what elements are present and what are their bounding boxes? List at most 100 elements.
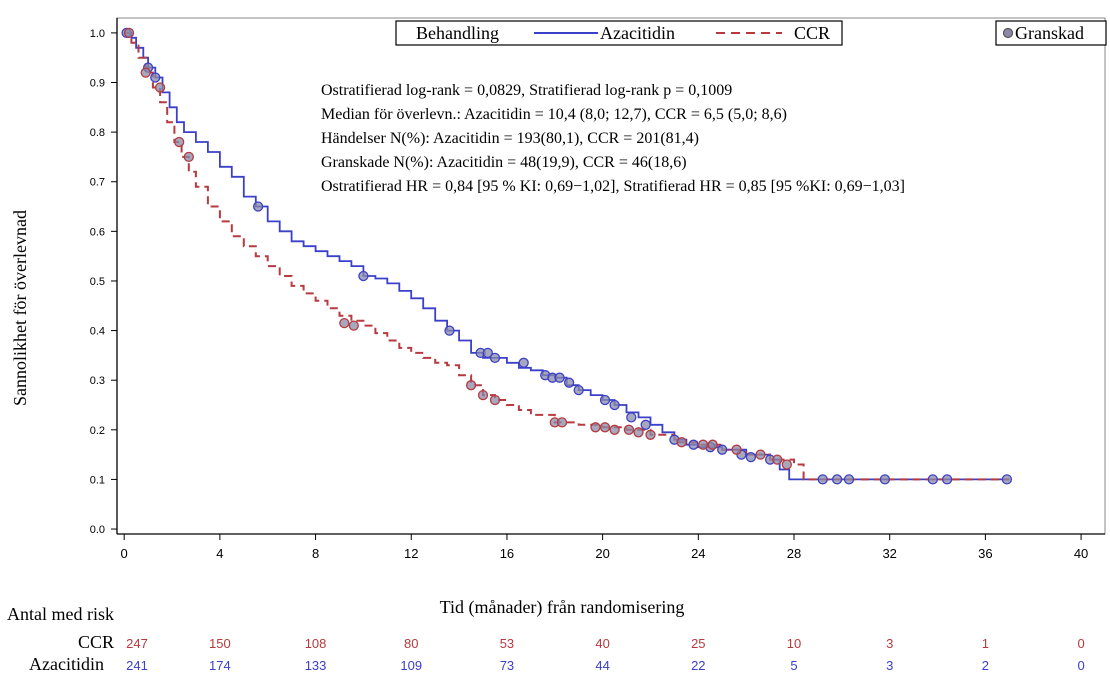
risk-value-azacitidin: 0 [1077,658,1084,673]
ccr-censor-marker [645,429,656,440]
azacitidin-censor-marker [358,270,369,282]
legend-censored-label: Granskad [1015,23,1084,43]
risk-value-ccr: 10 [787,636,801,651]
risk-value-azacitidin: 109 [400,658,422,673]
y-axis-ticks: 0.0 0.1 0.2 0.3 0.4 0.5 0.6 0.7 0.8 0.9 1.0 [90,28,117,536]
ccr-censor-marker [755,449,766,460]
ccr-censor-marker [123,27,135,39]
ccr-censor-marker [465,380,477,391]
ccr-survival-curve [124,31,1010,481]
azacitidin-censor-marker [626,412,637,423]
ccr-censor-marker [633,427,644,438]
y-tick-label: 0.3 [90,375,105,387]
azacitidin-censor-marker [609,399,620,411]
risk-value-ccr: 3 [886,636,893,651]
x-tick-label: 32 [882,546,896,561]
ccr-censor-marker [781,459,792,470]
ccr-censor-marker [140,67,151,78]
ccr-censor-marker [590,422,601,433]
stats-line: Median för överlevn.: Azacitidin = 10,4 … [321,106,787,123]
legend-title: Behandling [416,23,499,43]
legend-censored-marker [1002,27,1014,39]
y-tick-label: 0.8 [90,127,105,139]
censor-markers [121,27,1013,485]
ccr-censor-marker [707,439,718,450]
azacitidin-censor-marker [843,474,855,485]
risk-value-azacitidin: 5 [790,658,797,673]
ccr-censor-marker [183,151,194,163]
azacitidin-censor-marker [879,474,891,485]
y-axis-title: Sannolikhet för överlevnad [10,210,30,406]
risk-table: Antal med risk CCR Azacitidin 247 150 108 8… [7,604,1085,674]
risk-value-azacitidin: 73 [500,658,514,673]
ccr-censor-marker [599,422,611,433]
legend-ccr-label: CCR [794,23,830,43]
x-tick-label: 0 [121,546,128,561]
statistics-block: Ostratifierad log-rank = 0,0829, Stratif… [321,82,905,195]
ccr-censor-marker [477,389,489,401]
y-tick-label: 0.6 [90,226,105,238]
y-tick-label: 0.9 [90,78,105,90]
y-tick-label: 0.1 [90,474,105,486]
y-tick-label: 0.0 [90,524,105,536]
azacitidin-censor-marker [599,394,611,406]
azacitidin-censor-marker [817,474,828,485]
x-axis-ticks: 0 4 8 12 16 20 24 28 32 36 40 [121,534,1088,561]
azacitidin-censor-marker [518,357,529,368]
x-tick-label: 8 [312,546,319,561]
stats-line: Ostratifierad log-rank = 0,0829, Stratif… [321,82,732,99]
ccr-censor-marker [489,394,501,406]
stats-line: Ostratifierad HR = 0,84 [95 % KI: 0,69−1… [321,178,905,195]
ccr-censor-marker [339,317,350,329]
azacitidin-censor-marker [717,444,728,455]
ccr-censor-marker [348,320,359,331]
stats-line: Händelser N(%): Azacitidin = 193(80,1), … [321,130,699,147]
risk-value-azacitidin: 133 [305,658,327,673]
risk-value-ccr: 150 [209,636,231,651]
legend-box [395,20,843,46]
x-tick-label: 24 [691,546,705,561]
risk-table-title: Antal med risk [7,604,114,624]
ccr-censor-marker [676,437,687,448]
risk-value-azacitidin: 44 [595,658,609,673]
ccr-censor-marker [174,136,185,148]
ccr-censor-marker [772,454,783,465]
risk-value-ccr: 40 [595,636,609,651]
x-tick-label: 12 [404,546,418,561]
ccr-censor-marker [731,444,742,455]
ccr-censor-marker [609,424,620,435]
ccr-censor-marker [556,417,568,428]
azacitidin-censor-marker [745,451,757,463]
ccr-censor-marker [697,439,709,450]
legend-azacitidin-label: Azacitidin [600,23,675,43]
azacitidin-censor-marker [150,72,161,83]
azacitidin-censor-marker [831,474,843,485]
risk-value-ccr: 0 [1077,636,1084,651]
survival-curves [124,31,1010,481]
risk-value-azacitidin: 22 [691,658,705,673]
azacitidin-censor-marker [688,439,699,450]
risk-row-label-ccr: CCR [78,632,114,652]
risk-value-ccr: 25 [691,636,705,651]
risk-value-azacitidin: 2 [982,658,989,673]
risk-value-ccr: 247 [126,636,148,651]
legend-censored-box [995,20,1107,46]
ccr-censor-marker [154,82,166,93]
azacitidin-censor-marker [640,419,651,430]
azacitidin-censor-marker [1001,474,1013,485]
risk-value-ccr: 108 [305,636,327,651]
risk-value-azacitidin: 241 [126,658,148,673]
azacitidin-censor-marker [489,352,501,364]
azacitidin-censor-marker [554,372,565,383]
risk-value-azacitidin: 174 [209,658,231,673]
azacitidin-censor-marker [941,474,953,485]
x-tick-label: 20 [595,546,609,561]
azacitidin-censor-marker [927,474,938,485]
x-tick-label: 28 [787,546,801,561]
ccr-censor-marker [623,424,635,435]
risk-row-label-azacitidin: Azacitidin [29,654,104,674]
x-tick-label: 16 [500,546,514,561]
legend: Behandling Azacitidin CCR Granskad [395,20,1107,46]
